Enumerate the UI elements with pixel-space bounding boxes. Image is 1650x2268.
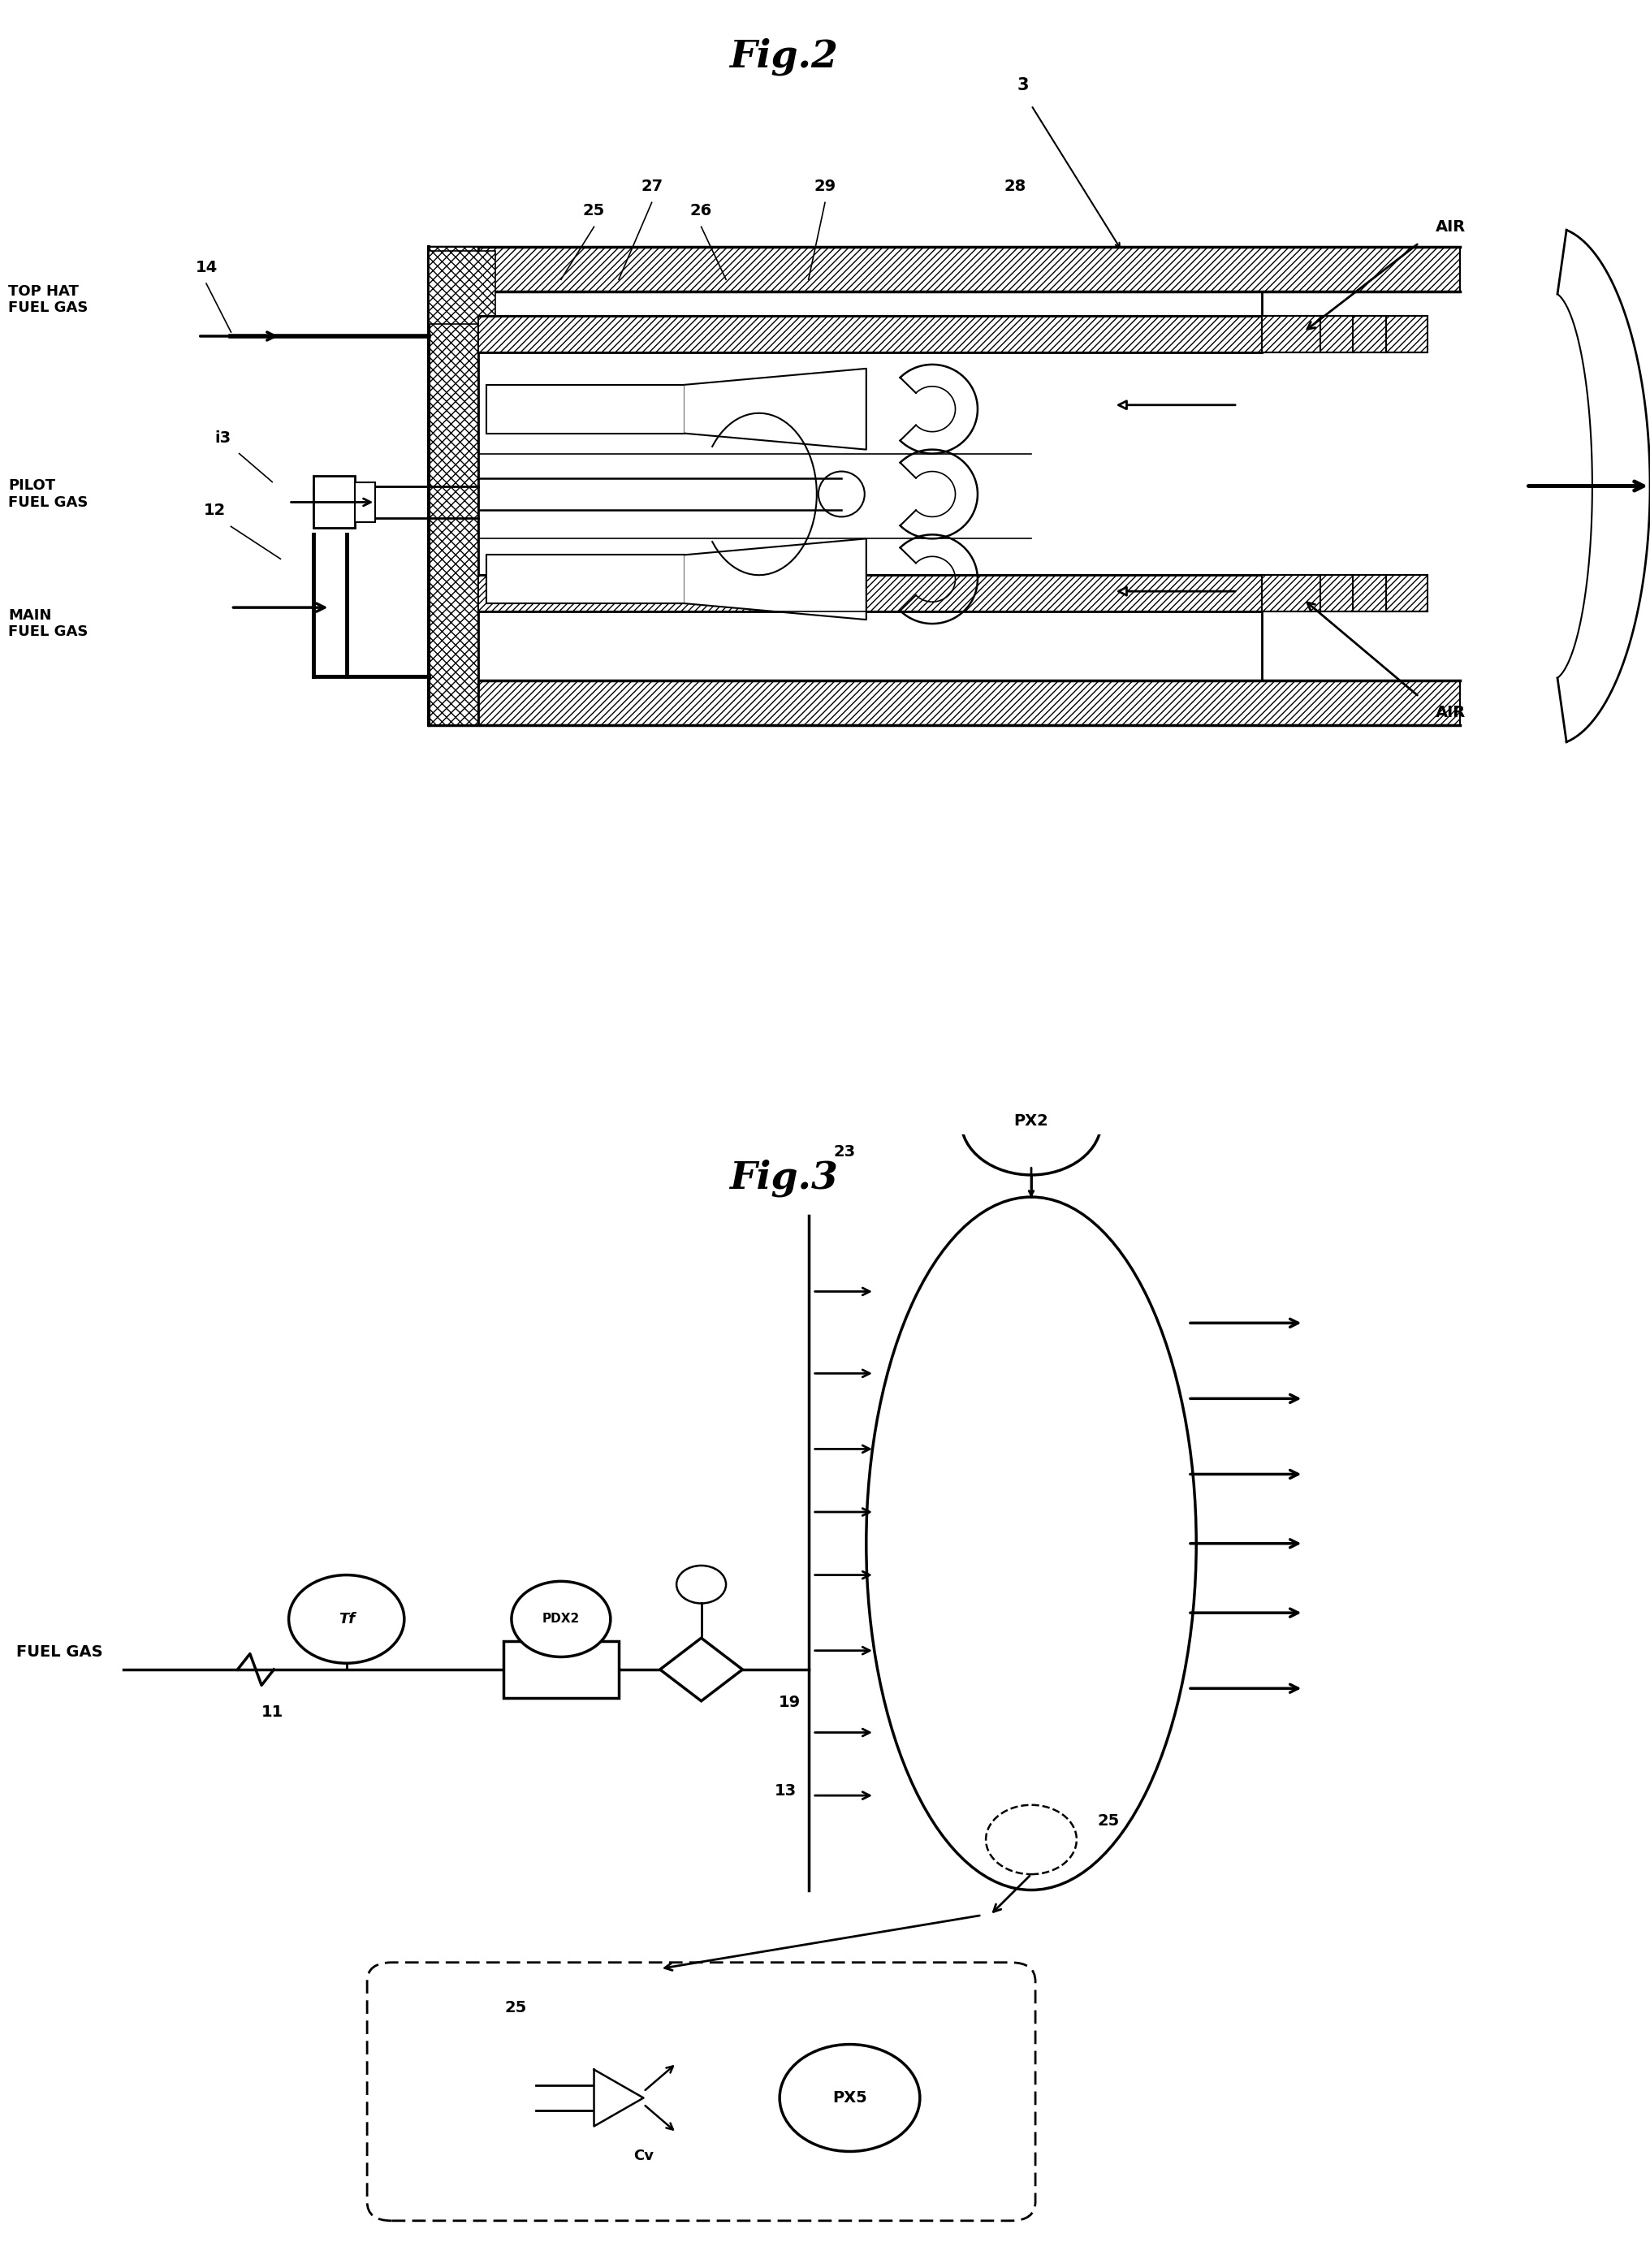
Text: PX2: PX2 — [1013, 1114, 1049, 1129]
Text: 29: 29 — [813, 179, 837, 195]
Text: 23: 23 — [833, 1143, 855, 1159]
Bar — [478, 576, 1262, 612]
Text: Cv: Cv — [634, 2148, 653, 2164]
Polygon shape — [660, 1637, 743, 1701]
Text: 28: 28 — [1003, 179, 1026, 195]
Bar — [487, 556, 685, 603]
Polygon shape — [594, 2068, 644, 2127]
Text: 13: 13 — [774, 1783, 797, 1799]
Bar — [487, 386, 685, 433]
Text: AIR: AIR — [1436, 705, 1465, 721]
Circle shape — [289, 1574, 404, 1662]
Text: AIR: AIR — [1436, 220, 1465, 234]
Bar — [429, 680, 1460, 726]
Circle shape — [780, 2043, 921, 2152]
Bar — [314, 476, 355, 528]
Text: 19: 19 — [779, 1694, 800, 1710]
Text: 11: 11 — [261, 1703, 284, 1719]
Text: i3: i3 — [215, 431, 231, 445]
Text: FUEL GAS: FUEL GAS — [16, 1644, 102, 1660]
Text: 25: 25 — [1097, 1812, 1119, 1828]
Bar — [503, 1642, 619, 1699]
Text: 12: 12 — [203, 503, 226, 519]
Bar — [429, 247, 1460, 293]
Bar — [1262, 576, 1427, 612]
Bar — [1262, 315, 1427, 352]
Text: PILOT
FUEL GAS: PILOT FUEL GAS — [8, 479, 87, 510]
Text: 26: 26 — [690, 202, 713, 218]
Circle shape — [960, 1068, 1102, 1175]
Text: 14: 14 — [195, 261, 218, 274]
Polygon shape — [685, 538, 866, 619]
Bar — [478, 315, 1262, 352]
Text: MAIN
FUEL GAS: MAIN FUEL GAS — [8, 608, 87, 640]
Bar — [429, 252, 495, 324]
Text: Tf: Tf — [338, 1613, 355, 1626]
Text: Fig.2: Fig.2 — [729, 39, 838, 75]
Text: 3: 3 — [1016, 77, 1030, 93]
Polygon shape — [685, 367, 866, 449]
Circle shape — [511, 1581, 610, 1658]
Text: 25: 25 — [505, 2000, 526, 2016]
Bar — [355, 481, 375, 522]
Text: 27: 27 — [640, 179, 663, 195]
Bar — [429, 247, 478, 726]
Text: PX5: PX5 — [832, 2091, 868, 2105]
Text: Fig.3: Fig.3 — [729, 1159, 838, 1198]
Text: PDX2: PDX2 — [543, 1613, 579, 1626]
Text: 25: 25 — [582, 202, 606, 218]
Text: TOP HAT
FUEL GAS: TOP HAT FUEL GAS — [8, 284, 87, 315]
